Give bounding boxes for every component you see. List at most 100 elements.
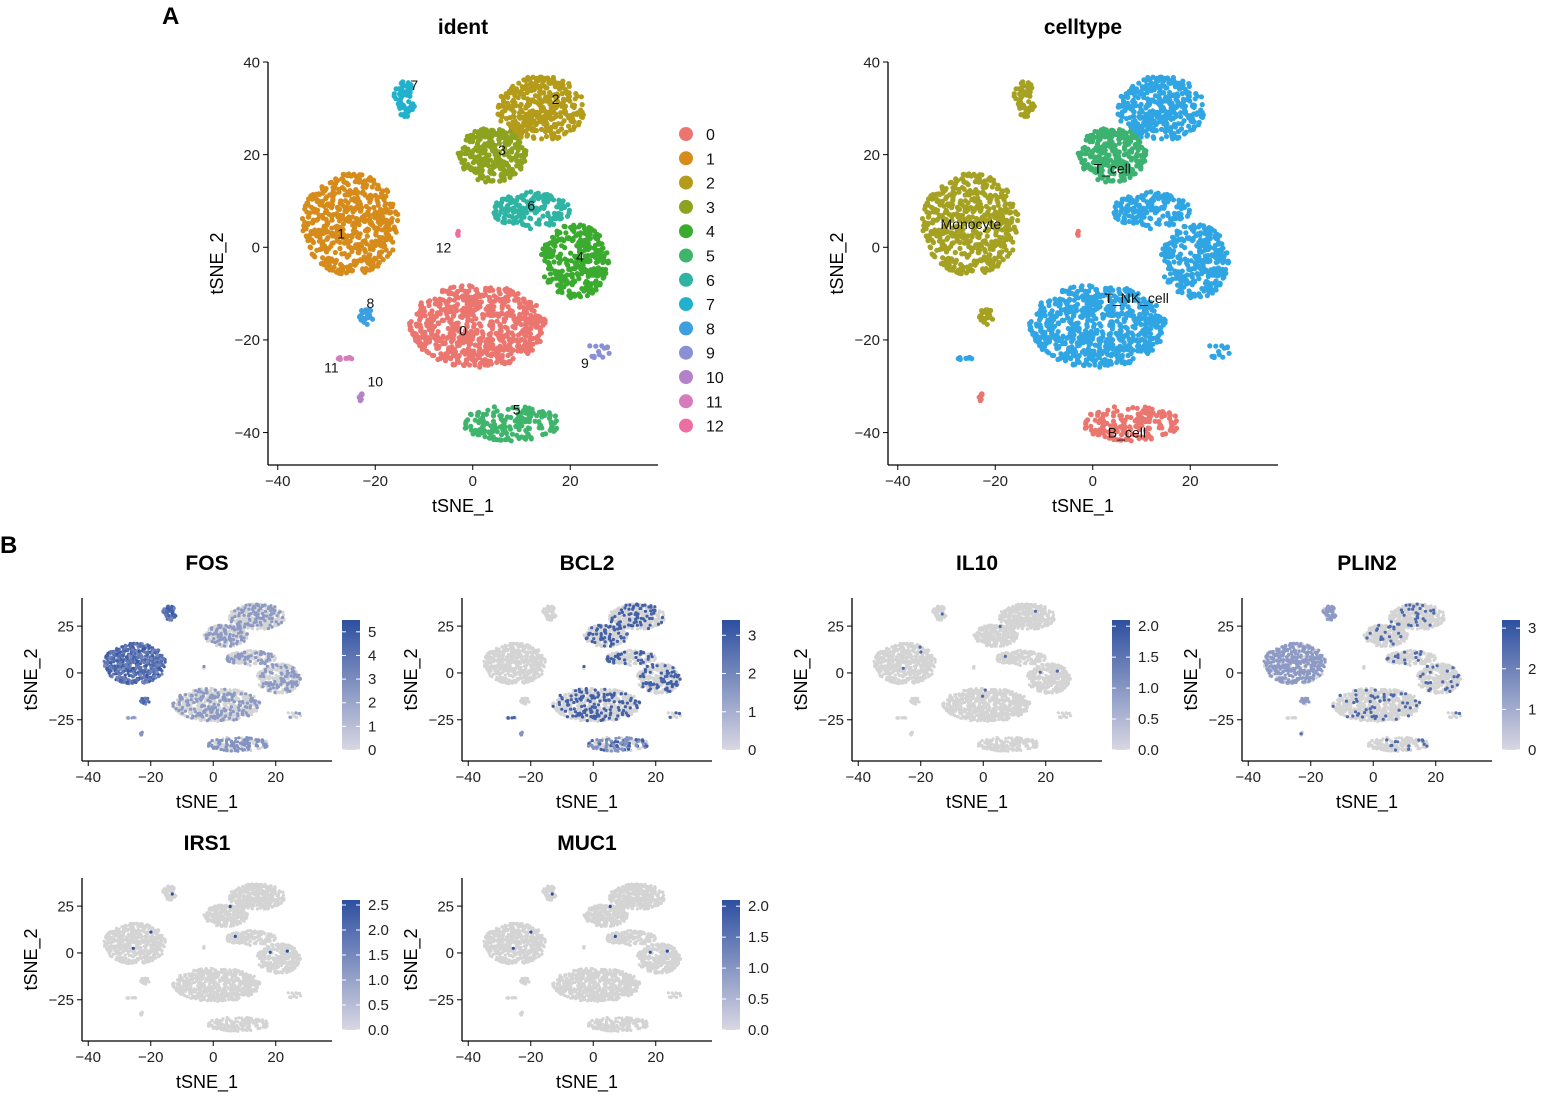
legend-label: 0 (706, 127, 715, 144)
cell-point (386, 228, 391, 233)
cell-point (566, 267, 571, 272)
cell-point (584, 231, 589, 236)
cell-point (1094, 295, 1099, 300)
cell-point (528, 331, 533, 336)
cell-point (1150, 75, 1155, 80)
cell-point (517, 104, 522, 109)
cell-point (452, 362, 457, 367)
cell-point (1125, 347, 1130, 352)
cell-point (964, 270, 969, 275)
cell-point (572, 119, 577, 124)
cell-point (1106, 130, 1111, 135)
cell-point (1177, 86, 1182, 91)
legend-label: 4 (706, 224, 715, 241)
cell-point (308, 244, 313, 249)
cell-point (352, 198, 357, 203)
cell-point (506, 164, 511, 169)
cell-point (582, 226, 587, 231)
cell-point (537, 90, 542, 95)
cell-point (485, 175, 490, 180)
cell-point (336, 187, 341, 192)
cell-point (570, 102, 575, 107)
cell-point (524, 134, 529, 139)
cell-point (588, 245, 593, 250)
cell-point (1067, 327, 1072, 332)
cell-point (950, 233, 955, 238)
cell-point (488, 298, 493, 303)
cell-point (923, 203, 928, 208)
cell-point (445, 352, 450, 357)
cell-point (986, 261, 991, 266)
cell-point (1104, 143, 1109, 148)
cell-point (303, 203, 308, 208)
legend-swatch (679, 346, 693, 360)
cell-point (948, 180, 953, 185)
cell-point (511, 171, 516, 176)
cell-point (538, 339, 543, 344)
cell-point (937, 247, 942, 252)
cell-point (505, 360, 510, 365)
cell-point (339, 176, 344, 181)
cell-point (317, 192, 322, 197)
cell-point (590, 287, 595, 292)
cell-point (406, 99, 411, 104)
cell-point (471, 313, 476, 318)
cell-point (1199, 286, 1204, 291)
cell-point (1119, 94, 1124, 99)
cell-point (1008, 210, 1013, 215)
cell-point (1131, 171, 1136, 176)
cell-point (1067, 319, 1072, 324)
cell-point (537, 422, 542, 427)
cell-point (486, 153, 491, 158)
cell-point (1118, 356, 1123, 361)
cell-point (553, 271, 558, 276)
cell-point (1038, 322, 1043, 327)
cell-point (452, 322, 457, 327)
cell-point (475, 413, 480, 418)
cell-point (1169, 105, 1174, 110)
cell-point (501, 170, 506, 175)
cell-point (505, 353, 510, 358)
cell-point (1000, 194, 1005, 199)
cell-point (358, 208, 363, 213)
cell-point (460, 349, 465, 354)
cell-point (1060, 289, 1065, 294)
cell-point (566, 81, 571, 86)
cell-point (1085, 302, 1090, 307)
cell-point (957, 240, 962, 245)
cell-point (1122, 145, 1127, 150)
cell-point (965, 192, 970, 197)
cell-point (1163, 96, 1168, 101)
cell-point (976, 235, 981, 240)
cell-point (1144, 134, 1149, 139)
cell-point (1141, 77, 1146, 82)
cell-point (1137, 144, 1142, 149)
cell-point (527, 216, 532, 221)
cell-point (436, 344, 441, 349)
cell-point (560, 91, 565, 96)
cell-point (1153, 93, 1158, 98)
cell-point (977, 248, 982, 253)
cell-point (1185, 235, 1190, 240)
cell-point (320, 242, 325, 247)
cell-point (1124, 116, 1129, 121)
cell-point (1127, 149, 1132, 154)
cell-point (463, 289, 468, 294)
cell-point (544, 134, 549, 139)
cell-point (981, 239, 986, 244)
cell-point (1162, 274, 1167, 279)
cell-point (580, 110, 585, 115)
cell-point (565, 202, 570, 207)
cell-point (369, 178, 374, 183)
cell-point (566, 211, 571, 216)
cell-point (1108, 359, 1113, 364)
cell-point (518, 166, 523, 171)
legend-swatch (679, 224, 693, 238)
cell-point (944, 237, 949, 242)
cell-point (424, 323, 429, 328)
cell-point (1081, 362, 1086, 367)
points-celltype (920, 75, 1232, 444)
cell-point (995, 195, 1000, 200)
cell-point (986, 195, 991, 200)
